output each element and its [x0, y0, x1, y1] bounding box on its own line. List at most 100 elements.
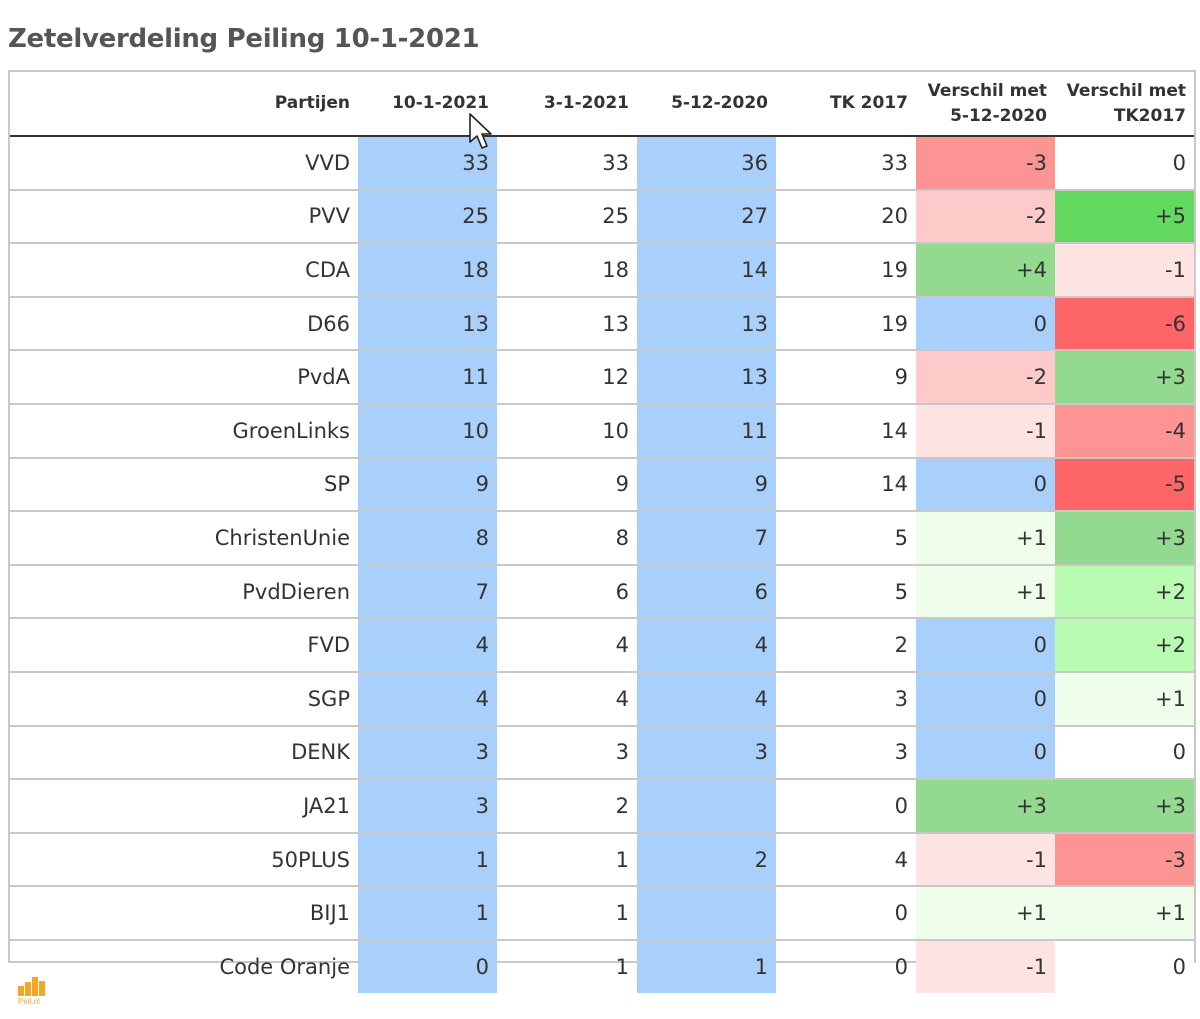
seat-value-cell: -6 [1055, 296, 1194, 352]
column-header: TK 2017 [776, 72, 916, 137]
seat-value-cell: 4 [497, 671, 637, 727]
seat-value-cell: 10 [358, 403, 497, 459]
seat-value-cell: 9 [497, 457, 637, 513]
seat-value-cell: 3 [358, 779, 497, 834]
seat-value-cell: +1 [1055, 886, 1194, 941]
page-title: Zetelverdeling Peiling 10-1-2021 [8, 24, 480, 54]
seat-value-cell: 13 [358, 296, 497, 352]
seat-value-cell: +4 [916, 243, 1055, 298]
seat-value-cell: 2 [497, 779, 637, 834]
table-row: CDA 18 18 14 19 +4 -1 [10, 243, 1194, 298]
seat-value-cell: 18 [358, 243, 497, 298]
table-row: JA21 3 2 0 +3 +3 [10, 779, 1194, 834]
seat-value-cell: 4 [637, 618, 776, 673]
party-name-cell: DENK [10, 725, 358, 781]
seat-value-cell: 0 [916, 725, 1055, 781]
seat-value-cell: 3 [637, 725, 776, 781]
seat-distribution-table: Partijen 10-1-2021 3-1-2021 5-12-2020 TK 201… [10, 72, 1194, 993]
seat-value-cell: +1 [916, 564, 1055, 620]
seat-value-cell: 33 [358, 136, 497, 191]
logo-bar [25, 982, 31, 996]
seat-value-cell: 7 [358, 564, 497, 620]
seat-value-cell: 13 [497, 296, 637, 352]
party-name-cell: ChristenUnie [10, 511, 358, 566]
seat-value-cell: 4 [358, 671, 497, 727]
seat-value-cell: 36 [637, 136, 776, 191]
seat-value-cell: 25 [497, 189, 637, 245]
table-row: DENK 3 3 3 3 0 0 [10, 725, 1194, 781]
seat-value-cell: 19 [776, 243, 916, 298]
seat-value-cell: 9 [776, 350, 916, 405]
party-name-cell: D66 [10, 296, 358, 352]
table-row: 50PLUS 1 1 2 4 -1 -3 [10, 832, 1194, 888]
seat-value-cell: +5 [1055, 189, 1194, 245]
column-header-label: 5-12-2020 [950, 105, 1047, 126]
seat-value-cell: 5 [776, 564, 916, 620]
party-name-cell: PvdA [10, 350, 358, 405]
seat-value-cell: 1 [497, 886, 637, 941]
mouse-cursor-icon [469, 113, 492, 149]
table-row: PVV 25 25 27 20 -2 +5 [10, 189, 1194, 245]
seat-value-cell: 0 [894, 954, 908, 979]
table-row: SP 9 9 9 14 0 -5 [10, 457, 1194, 513]
column-header-label: Verschil met [1066, 80, 1186, 101]
party-name-cell: VVD [10, 136, 358, 191]
seat-value-cell: +3 [916, 779, 1055, 834]
seat-value-cell: -2 [916, 350, 1055, 405]
party-name-cell: JA21 [10, 779, 358, 834]
seat-value-cell: -1 [1055, 243, 1194, 298]
seat-value-cell: 8 [358, 511, 497, 566]
column-header-label: 5-12-2020 [671, 93, 768, 113]
seat-value-cell: 0 [916, 618, 1055, 673]
seat-value-cell: 1 [637, 939, 776, 993]
seat-value-cell: 3 [776, 671, 916, 727]
seat-value-cell: +1 [916, 886, 1055, 941]
seat-value-cell: +2 [1055, 564, 1194, 620]
seat-value-cell: -4 [1055, 403, 1194, 459]
seat-value-cell: -1 [916, 832, 1055, 888]
column-header: 3-1-2021 [497, 72, 637, 137]
seat-value-cell: -5 [1055, 457, 1194, 513]
seat-value-cell: 9 [358, 457, 497, 513]
seat-value-cell: 8 [497, 511, 637, 566]
seat-value-cell: 20 [776, 189, 916, 245]
logo-text: Peil.nl [18, 997, 40, 1005]
party-name-cell: SGP [10, 671, 358, 727]
seat-value-cell: 4 [358, 618, 497, 673]
seat-value-cell: 1 [358, 832, 497, 888]
party-name-cell: GroenLinks [10, 403, 358, 459]
seat-value-cell: 0 [1055, 725, 1194, 781]
table-row: Code Oranje 0 1 1 0 -1 0 [10, 939, 1194, 993]
column-header-label: 10-1-2021 [392, 93, 489, 113]
seat-value-cell: 0 [916, 296, 1055, 352]
seat-value-cell: +3 [1055, 350, 1194, 405]
seat-value-cell: 3 [776, 725, 916, 781]
column-header: 5-12-2020 [637, 72, 776, 137]
seat-value-cell: 19 [776, 296, 916, 352]
seat-value-cell: 13 [637, 350, 776, 405]
seat-value-cell: 4 [497, 618, 637, 673]
seat-value-cell: 25 [358, 189, 497, 245]
table-row: PvdA 11 12 13 9 -2 +3 [10, 350, 1194, 405]
party-name-cell: SP [10, 457, 358, 513]
logo-bar [32, 977, 38, 996]
logo-bar [18, 986, 24, 996]
party-name-cell: BIJ1 [10, 886, 358, 941]
table-row: VVD 33 33 36 33 -3 0 [10, 136, 1194, 191]
seat-value-cell: 6 [497, 564, 637, 620]
seat-value-cell: 10 [497, 403, 637, 459]
column-header-label: Verschil met [927, 80, 1047, 101]
seat-value-cell: 11 [358, 350, 497, 405]
table-body: VVD 33 33 36 33 -3 0 PVV 25 25 27 20 -2 +5 CDA 18 18 14 19… [10, 136, 1194, 993]
seat-value-cell: -1 [916, 939, 1055, 993]
seat-value-cell: 0 [1055, 136, 1194, 191]
seat-value-cell: -2 [916, 189, 1055, 245]
party-name-cell: 50PLUS [10, 832, 358, 888]
seat-value-cell: 4 [776, 832, 916, 888]
column-header: Verschil met 5-12-2020 [916, 72, 1055, 137]
seat-value-cell: +3 [1055, 779, 1194, 834]
seat-value-cell: -3 [1055, 832, 1194, 888]
seat-value-cell: 2 [776, 618, 916, 673]
table-row: SGP 4 4 4 3 0 +1 [10, 671, 1194, 727]
seat-value-cell: 18 [497, 243, 637, 298]
